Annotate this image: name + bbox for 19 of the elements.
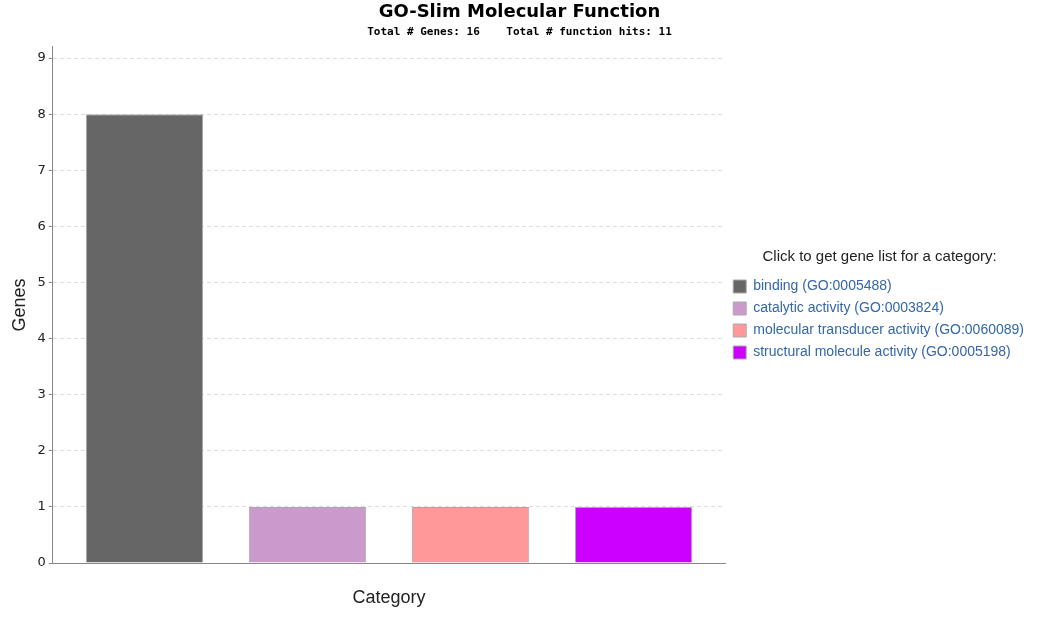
legend-label: catalytic activity (GO:0003824) (753, 299, 944, 316)
y-tick-label: 7 (37, 161, 46, 177)
y-tick-label: 1 (37, 498, 46, 514)
y-tick-label: 0 (37, 554, 46, 570)
chart-title: GO-Slim Molecular Function (378, 0, 661, 22)
legend-label: binding (GO:0005488) (753, 277, 892, 294)
legend-title: Click to get gene list for a category: (762, 247, 997, 265)
y-axis-title: Genes (8, 278, 29, 332)
y-tick-label: 3 (37, 386, 46, 402)
y-tick-label: 4 (37, 329, 46, 345)
y-tick-label: 5 (37, 273, 46, 289)
legend-label: molecular transducer activity (GO:0060089) (753, 321, 1025, 338)
y-tick-label: 6 (37, 217, 46, 233)
legend-label: structural molecule activity (GO:0005198) (753, 343, 1011, 360)
chart-subtitle: Total # Genes: 16 Total # function hits: 11 (367, 25, 673, 39)
x-axis-title: Category (352, 587, 426, 608)
y-tick-label: 2 (37, 442, 46, 458)
y-tick-label: 8 (37, 105, 46, 121)
y-tick-label: 9 (37, 49, 46, 65)
